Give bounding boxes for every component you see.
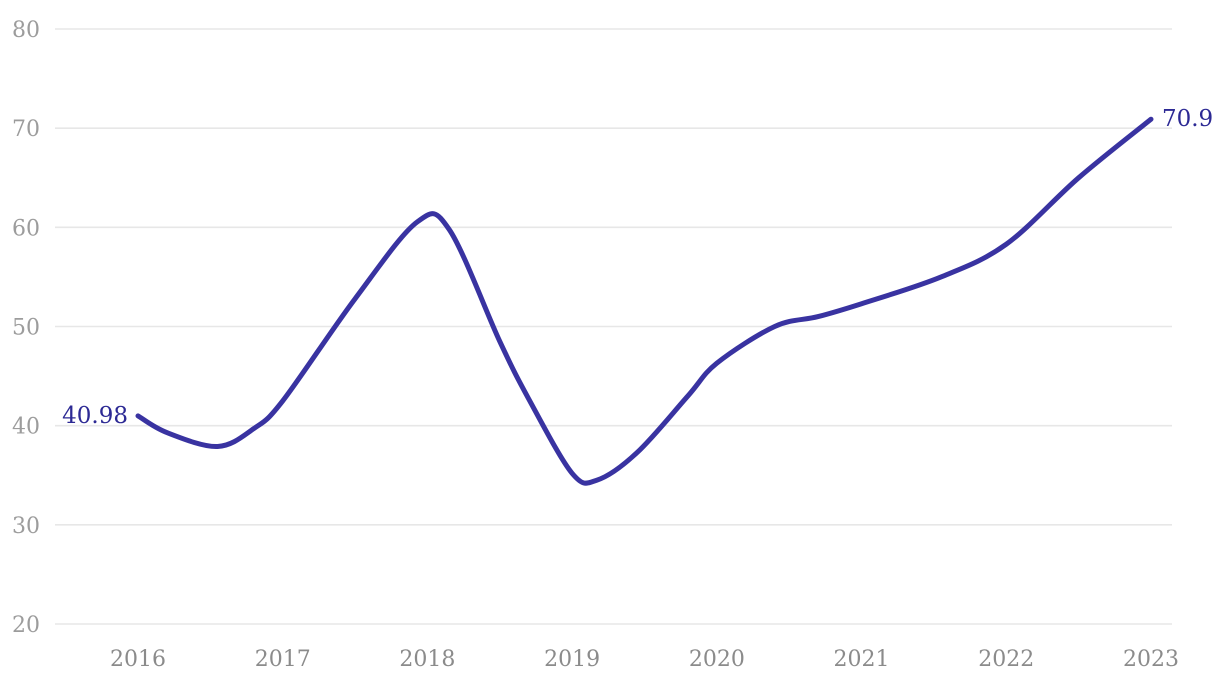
y-axis-tick-label: 70 — [12, 117, 40, 142]
y-axis-tick-label: 40 — [12, 415, 40, 440]
y-axis-tick-label: 20 — [12, 613, 40, 638]
y-axis-tick-label: 50 — [12, 316, 40, 341]
start-value-label: 40.98 — [62, 402, 128, 429]
x-axis-tick-label: 2022 — [978, 647, 1034, 672]
x-axis-tick-label: 2018 — [399, 647, 455, 672]
x-axis-tick-label: 2017 — [255, 647, 311, 672]
y-axis-tick-label: 80 — [12, 18, 40, 43]
x-axis-tick-label: 2020 — [689, 647, 745, 672]
x-axis-tick-label: 2021 — [834, 647, 890, 672]
y-axis-tick-label: 30 — [12, 514, 40, 539]
x-axis-tick-label: 2016 — [110, 647, 166, 672]
x-axis-tick-label: 2019 — [544, 647, 600, 672]
x-axis-tick-label: 2023 — [1123, 647, 1179, 672]
data-series-line — [135, 116, 1154, 486]
end-value-label: 70.9 — [1161, 106, 1214, 133]
y-axis-tick-label: 60 — [12, 216, 40, 241]
